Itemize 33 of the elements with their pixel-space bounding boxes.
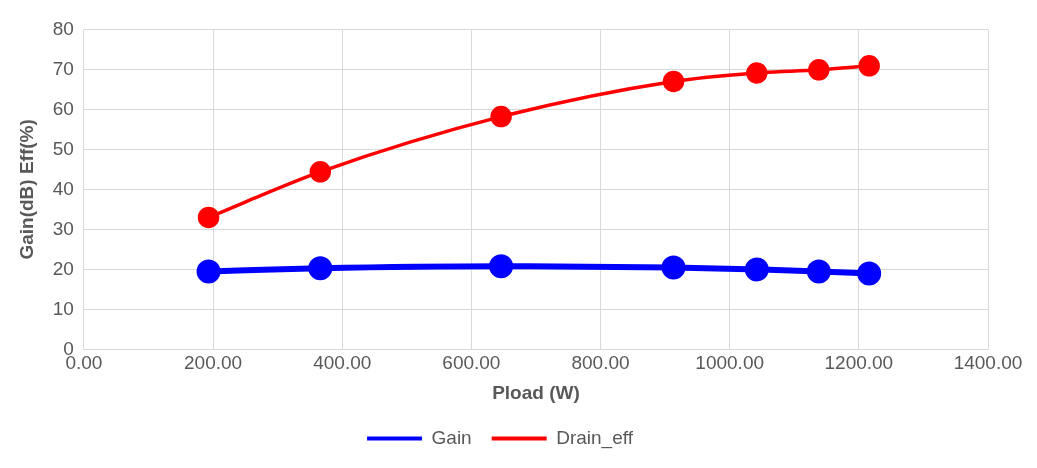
legend-label: Gain xyxy=(431,426,472,448)
x-tick-label: 400.00 xyxy=(313,352,372,374)
y-tick-label: 50 xyxy=(52,137,74,159)
point xyxy=(746,62,768,84)
point xyxy=(661,255,686,280)
x-tick-label: 1400.00 xyxy=(953,352,1023,374)
legend-label: Drain_eff xyxy=(556,426,634,449)
x-tick-label: 1200.00 xyxy=(824,352,894,374)
x-tick-label: 800.00 xyxy=(571,352,630,374)
y-tick-label: 20 xyxy=(52,257,74,279)
y-tick-label: 70 xyxy=(52,57,74,79)
point xyxy=(662,70,685,93)
point xyxy=(196,259,221,284)
x-axis-title: Pload (W) xyxy=(492,381,580,403)
point xyxy=(806,259,831,284)
point xyxy=(857,261,882,286)
point xyxy=(808,59,830,81)
x-tick-label: 200.00 xyxy=(184,352,243,374)
point xyxy=(858,55,880,77)
point xyxy=(744,257,769,282)
point xyxy=(308,256,333,281)
y-tick-label: 10 xyxy=(52,297,74,319)
y-tick-label: 40 xyxy=(52,177,74,199)
y-axis-title: Gain(dB) Eff(%) xyxy=(15,119,37,260)
point xyxy=(490,105,512,128)
point xyxy=(489,254,514,279)
x-tick-label: 1000.00 xyxy=(695,352,765,374)
y-tick-label: 60 xyxy=(52,97,74,119)
y-tick-label: 30 xyxy=(52,217,74,239)
x-tick-label: 600.00 xyxy=(442,352,501,374)
point xyxy=(309,161,332,183)
point xyxy=(197,206,220,229)
y-tick-label: 80 xyxy=(52,17,74,39)
